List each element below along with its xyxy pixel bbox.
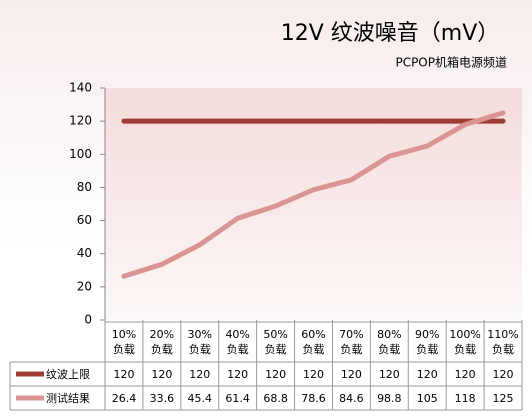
table-value: 120 xyxy=(302,367,324,381)
y-tick-label: 60 xyxy=(77,213,92,227)
x-tick-label: 90% 负载 xyxy=(414,328,440,356)
table-value: 120 xyxy=(113,367,135,381)
x-tick-label: 50% 负载 xyxy=(263,328,288,356)
table-value: 118 xyxy=(454,391,476,405)
y-tick-label: 80 xyxy=(77,180,92,194)
table-value: 61.4 xyxy=(225,391,250,405)
table-value: 120 xyxy=(492,367,514,381)
x-tick-label: 30% 负载 xyxy=(187,328,212,356)
table-value: 120 xyxy=(416,367,438,381)
legend-label: 纹波上限 xyxy=(46,367,90,381)
table-value: 120 xyxy=(340,367,362,381)
table-value: 68.8 xyxy=(263,391,288,405)
y-tick-label: 120 xyxy=(69,114,92,128)
chart-subtitle: PCPOP机箱电源频道 xyxy=(395,55,507,70)
table-value: 120 xyxy=(378,367,400,381)
series-line xyxy=(121,110,506,279)
table-value: 45.4 xyxy=(187,391,213,405)
x-tick-label: 70% 负载 xyxy=(339,328,364,356)
y-tick-label: 100 xyxy=(69,147,92,161)
x-tick-label: 20% 负载 xyxy=(149,328,175,356)
table-value: 120 xyxy=(151,367,173,381)
table-value: 120 xyxy=(454,367,476,381)
x-tick-label: 80% 负载 xyxy=(377,328,402,356)
y-tick-label: 140 xyxy=(69,81,92,95)
x-tick-label: 100% 负载 xyxy=(449,328,481,356)
x-tick-label: 60% 负载 xyxy=(301,328,326,356)
y-tick-label: 20 xyxy=(77,279,92,293)
table-value: 125 xyxy=(492,391,514,405)
y-tick-label: 40 xyxy=(77,246,92,260)
table-value: 120 xyxy=(265,367,287,381)
chart-title: 12V 纹波噪音（mV） xyxy=(281,21,500,46)
table-value: 33.6 xyxy=(149,391,175,405)
table-value: 105 xyxy=(416,391,438,405)
table-value: 26.4 xyxy=(111,391,137,405)
x-tick-label: 10% 负载 xyxy=(111,328,137,356)
table-value: 98.8 xyxy=(377,391,402,405)
y-tick-label: 0 xyxy=(84,313,92,327)
legend-label: 测试结果 xyxy=(46,391,90,405)
table-value: 120 xyxy=(189,367,211,381)
table-value: 84.6 xyxy=(339,391,364,405)
x-tick-label: 110% 负载 xyxy=(487,328,519,356)
x-tick-label: 40% 负载 xyxy=(225,328,250,356)
table-value: 120 xyxy=(227,367,249,381)
table-value: 78.6 xyxy=(301,391,326,405)
plot-area xyxy=(105,88,522,320)
